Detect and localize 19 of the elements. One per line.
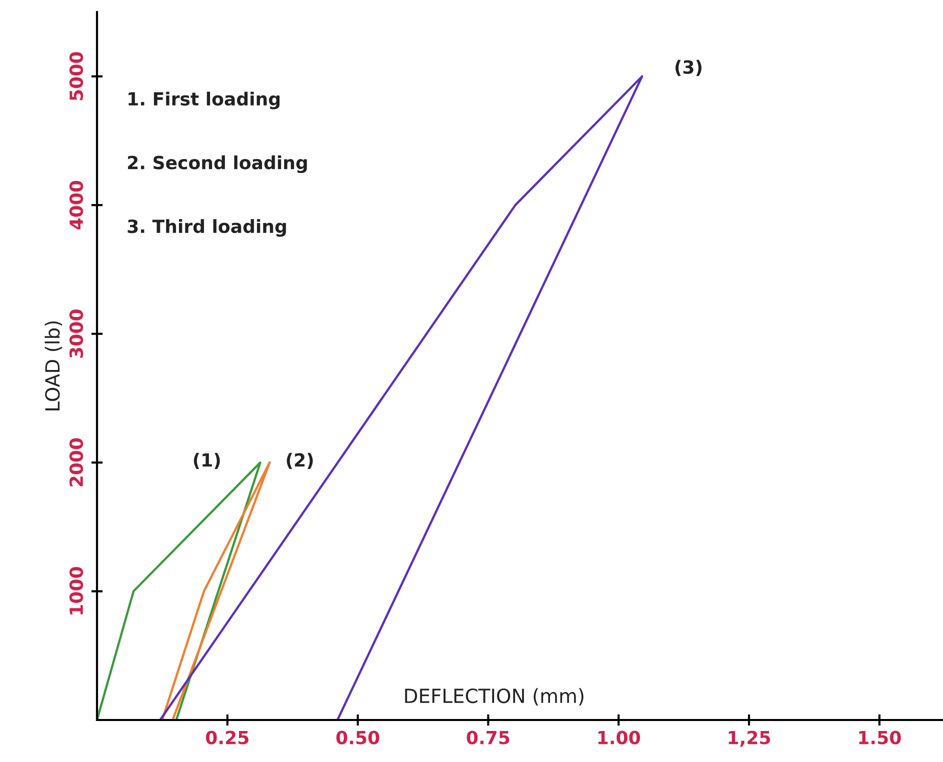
- x-axis-title: DEFLECTION (mm): [405, 688, 584, 706]
- y-tick-label: 4000: [69, 180, 84, 230]
- y-tick-label: 1000: [69, 567, 84, 614]
- annotation: (1): [194, 452, 220, 469]
- annotation: (2): [286, 452, 313, 469]
- x-tick-label: 1.00: [598, 730, 640, 744]
- x-tick-label: 1.50: [859, 730, 901, 744]
- x-tick-label: 1,25: [728, 730, 770, 747]
- annotation: (3): [676, 60, 702, 76]
- y-tick-label: 5000: [69, 52, 84, 100]
- x-tick-label: 0.25: [206, 730, 248, 744]
- y-tick-label: 3000: [69, 310, 84, 358]
- x-tick-label: 0.50: [336, 730, 380, 744]
- annotation: 1. First loading: [128, 92, 280, 110]
- x-tick-label: 0.75: [466, 730, 510, 744]
- y-axis-title: LOAD (lb): [44, 321, 62, 410]
- y-tick-label: 2000: [69, 438, 84, 486]
- annotation: 2. Second loading: [128, 155, 307, 174]
- annotation: 3. Third loading: [128, 219, 286, 237]
